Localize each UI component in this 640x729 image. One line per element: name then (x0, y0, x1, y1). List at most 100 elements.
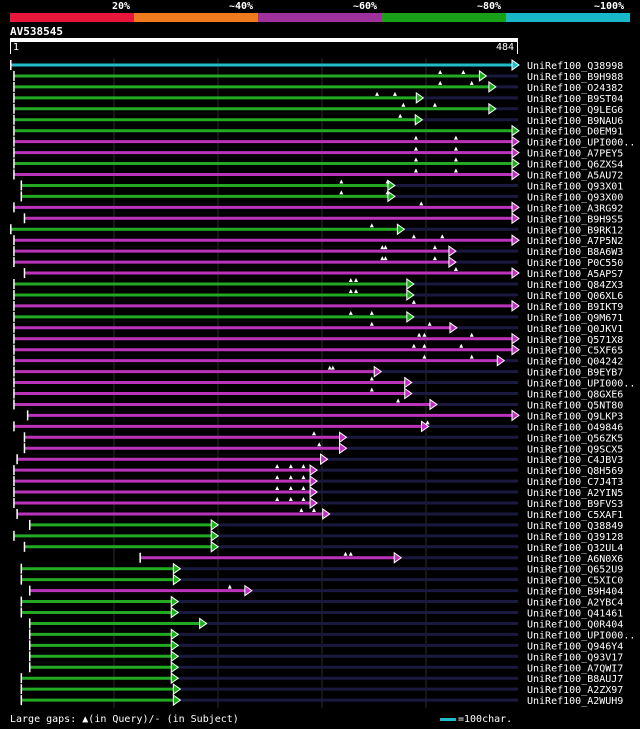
hit-start-tick (13, 279, 15, 289)
hit-label[interactable]: UniRef100_Q5NT80 (527, 400, 623, 411)
hit-start-tick (13, 289, 15, 300)
hit-label[interactable]: UniRef100_UPI000.. (527, 379, 635, 390)
hit-label[interactable]: UniRef100_B9EYB7 (527, 368, 623, 379)
query-gap-marker (380, 245, 385, 250)
hit-end-arrow (244, 584, 253, 597)
hit-label[interactable]: UniRef100_Q8H569 (527, 466, 623, 477)
query-gap-marker (301, 475, 306, 480)
hit-label[interactable]: UniRef100_Q56ZK5 (527, 433, 623, 444)
hit-end-arrow (406, 288, 415, 301)
hit-label[interactable]: UniRef100_C5XAF1 (527, 510, 623, 521)
hit-start-tick (13, 114, 15, 125)
hit-end-arrow (170, 606, 180, 619)
hit-start-tick (20, 673, 23, 684)
hit-start-tick (20, 695, 23, 706)
hit-label[interactable]: UniRef100_Q652U9 (527, 565, 623, 576)
hit-end-arrow (172, 694, 182, 707)
hit-label[interactable]: UniRef100_A5AU72 (527, 171, 623, 182)
hit-label[interactable]: UniRef100_Q06XL6 (527, 291, 623, 302)
hit-label[interactable]: UniRef100_Q9M671 (527, 313, 623, 324)
hit-end-arrow (170, 639, 180, 652)
query-gap-marker (288, 497, 293, 501)
gaps-legend-prefix: Large gaps: (10, 714, 77, 725)
hit-end-arrow (511, 168, 520, 181)
hit-label[interactable]: UniRef100_B9NAU6 (527, 116, 623, 127)
query-gap-marker (343, 551, 348, 556)
query-gap-marker (327, 365, 332, 370)
hit-label[interactable]: UniRef100_Q946Y4 (527, 641, 623, 652)
hit-label[interactable]: UniRef100_Q38998 (527, 61, 623, 72)
hit-start-tick (20, 684, 23, 695)
hit-start-tick (13, 498, 15, 508)
hit-label[interactable]: UniRef100_Q93X00 (527, 192, 623, 203)
hit-label[interactable]: UniRef100_Q571X8 (527, 335, 623, 346)
hit-start-tick (13, 465, 15, 476)
hit-end-arrow (511, 135, 520, 148)
hit-label[interactable]: UniRef100_UPI000.. (527, 138, 635, 149)
hit-label[interactable]: UniRef100_A2WUH9 (527, 696, 623, 707)
hit-label[interactable]: UniRef100_Q0JKV1 (527, 324, 623, 335)
hit-label[interactable]: UniRef100_A5APS7 (527, 269, 623, 280)
hit-label[interactable]: UniRef100_Q93V17 (527, 652, 623, 663)
hit-label[interactable]: UniRef100_D0EM91 (527, 127, 623, 138)
query-gap-marker (339, 190, 344, 195)
hit-start-tick (13, 311, 15, 322)
hit-label[interactable]: UniRef100_B9RK12 (527, 225, 623, 236)
hit-start-tick (20, 563, 23, 574)
hit-label[interactable]: UniRef100_A7QWI7 (527, 663, 623, 674)
hit-label[interactable]: UniRef100_B8A6W3 (527, 247, 623, 258)
hit-label[interactable]: UniRef100_A2YIN5 (527, 488, 623, 499)
hit-label[interactable]: UniRef100_A3RG92 (527, 203, 623, 214)
identity-legend-labels: 20% ~40% ~60% ~80% ~100% (0, 0, 640, 13)
hit-label[interactable]: UniRef100_Q6ZXS4 (527, 160, 623, 171)
hit-label[interactable]: UniRef100_Q9SCX5 (527, 444, 623, 455)
hit-start-tick (28, 651, 31, 662)
query-gap-marker (275, 497, 280, 501)
hit-label[interactable]: UniRef100_Q93X01 (527, 181, 623, 192)
query-gap-marker (453, 267, 458, 272)
hit-label[interactable]: UniRef100_A7PEY5 (527, 149, 623, 160)
hit-label[interactable]: UniRef100_O24382 (527, 83, 623, 94)
hit-label[interactable]: UniRef100_B9H9S5 (527, 214, 623, 225)
hit-label[interactable]: UniRef100_A2YBC4 (527, 598, 623, 609)
hit-label[interactable]: UniRef100_Q9LKP3 (527, 411, 623, 422)
query-gap-marker (461, 69, 466, 74)
hit-label[interactable]: UniRef100_Q39128 (527, 532, 623, 543)
hit-start-tick (139, 552, 141, 563)
hit-label[interactable]: UniRef100_B9H404 (527, 587, 623, 598)
query-gap-marker (392, 91, 397, 96)
query-gap-marker (369, 223, 374, 228)
hit-label[interactable]: UniRef100_A7P5N2 (527, 236, 623, 247)
hit-start-tick (23, 541, 26, 552)
hit-label[interactable]: UniRef100_Q04242 (527, 357, 623, 368)
hit-label[interactable]: UniRef100_B9FVS3 (527, 499, 623, 510)
hit-label[interactable]: UniRef100_UPI000.. (527, 630, 635, 641)
hit-label[interactable]: UniRef100_Q84ZX3 (527, 280, 623, 291)
hit-label[interactable]: UniRef100_B9IKT9 (527, 302, 623, 313)
hit-label[interactable]: UniRef100_Q0R404 (527, 619, 623, 630)
hit-label[interactable]: UniRef100_A2ZX97 (527, 685, 623, 696)
hit-label[interactable]: UniRef100_C5XIC0 (527, 576, 623, 587)
hit-label[interactable]: UniRef100_Q41461 (527, 609, 623, 620)
hit-label[interactable]: UniRef100_O49846 (527, 422, 623, 433)
hit-label[interactable]: UniRef100_P0C550 (527, 258, 623, 269)
hit-label[interactable]: UniRef100_B8AUJ7 (527, 674, 623, 685)
hit-label[interactable]: UniRef100_A6N0X6 (527, 554, 623, 565)
hit-label[interactable]: UniRef100_B9ST04 (527, 94, 623, 105)
hit-start-tick (13, 366, 15, 377)
hit-label[interactable]: UniRef100_Q32UL4 (527, 543, 623, 554)
hit-start-tick (20, 574, 23, 585)
hit-label[interactable]: UniRef100_Q9LEG6 (527, 105, 623, 116)
hit-end-arrow (511, 267, 520, 280)
query-gap-marker (301, 497, 306, 501)
hit-end-arrow (170, 650, 180, 663)
hit-label[interactable]: UniRef100_Q38849 (527, 521, 623, 532)
hit-label[interactable]: UniRef100_C5XF65 (527, 346, 623, 357)
hit-label[interactable]: UniRef100_Q8GXE6 (527, 390, 623, 401)
hit-label[interactable]: UniRef100_C7J4T3 (527, 477, 623, 488)
hit-end-arrow (406, 310, 415, 323)
hit-label[interactable]: UniRef100_B9H988 (527, 72, 623, 83)
hit-label[interactable]: UniRef100_C4JBV3 (527, 455, 623, 466)
legend-label-100: ~100% (594, 1, 625, 12)
hit-start-tick (23, 213, 26, 224)
